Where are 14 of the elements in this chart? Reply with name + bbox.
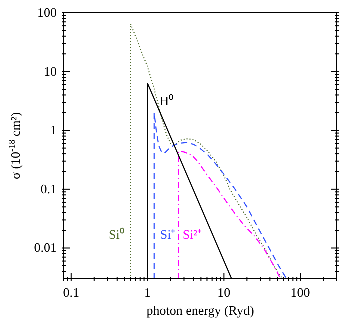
x-tick-label: 100 xyxy=(290,285,310,300)
series-label: Si⁰ xyxy=(108,227,125,242)
x-tick-label: 10 xyxy=(218,285,231,300)
y-tick-label: 0.01 xyxy=(34,240,57,256)
x-axis-title: photon energy (Ryd) xyxy=(146,303,254,318)
y-tick-label: 100 xyxy=(38,5,57,20)
y-tick-label: 0.1 xyxy=(40,181,57,196)
y-tick-label: 1 xyxy=(50,122,57,138)
x-tick-label: 0.1 xyxy=(63,285,80,300)
series-label: H⁰ xyxy=(160,94,174,109)
y-tick-label: 10 xyxy=(44,64,57,79)
x-tick-label: 1 xyxy=(144,285,152,300)
series-label: Si⁺ xyxy=(160,227,176,242)
series-label: Si²⁺ xyxy=(182,227,202,242)
